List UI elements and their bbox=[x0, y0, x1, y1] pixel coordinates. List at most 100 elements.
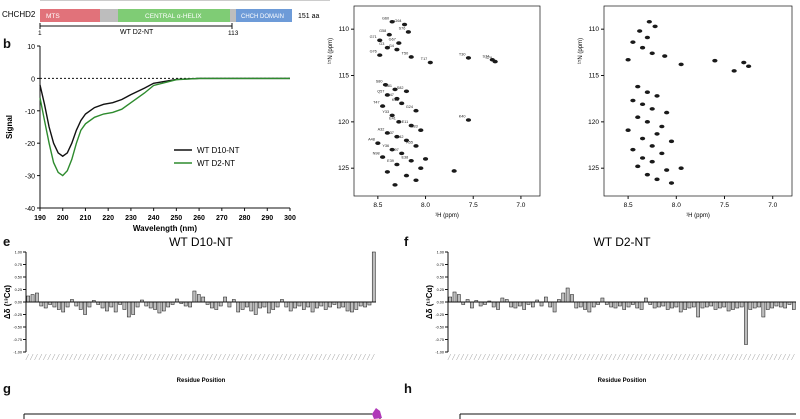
bar bbox=[591, 301, 596, 308]
bar bbox=[448, 296, 452, 303]
series-line-1 bbox=[39, 77, 290, 158]
x-tick-label: 8.5 bbox=[373, 202, 382, 209]
x-tick-mark bbox=[331, 353, 336, 361]
x-tick-mark bbox=[283, 353, 288, 361]
x-tick-mark bbox=[78, 353, 82, 361]
bar bbox=[192, 290, 197, 303]
peak bbox=[654, 94, 660, 98]
y-tick-label: 0.75 bbox=[15, 263, 22, 267]
bar bbox=[35, 292, 39, 303]
peak-label: G76 bbox=[370, 50, 377, 54]
x-axis-label: Residue Position bbox=[177, 378, 226, 384]
bar bbox=[757, 301, 761, 308]
bar bbox=[153, 301, 157, 310]
peak-label: E38 bbox=[401, 155, 408, 159]
end-label: 113 bbox=[228, 30, 239, 36]
peak-label: S74 bbox=[483, 54, 490, 58]
x-tick-mark bbox=[161, 353, 165, 361]
x-tick-mark bbox=[73, 353, 78, 361]
y-tick-label: -0.25 bbox=[435, 313, 444, 317]
y-tick-label: -40 bbox=[25, 206, 35, 213]
bar bbox=[240, 301, 245, 310]
x-tick-mark bbox=[213, 353, 218, 361]
peak bbox=[384, 45, 390, 50]
x-tick-mark bbox=[508, 353, 512, 361]
x-tick-mark bbox=[327, 353, 331, 361]
helix-domain bbox=[118, 9, 230, 22]
bar bbox=[39, 301, 44, 307]
x-tick-mark bbox=[34, 353, 38, 361]
bar bbox=[52, 301, 57, 308]
y-tick-label: 0.25 bbox=[15, 288, 22, 292]
x-tick-mark bbox=[491, 353, 495, 361]
peak bbox=[646, 19, 652, 24]
y-tick-label: -0.75 bbox=[13, 338, 22, 342]
x-tick-mark bbox=[43, 353, 47, 361]
x-tick-mark bbox=[517, 353, 521, 361]
bar bbox=[131, 301, 136, 315]
bar bbox=[678, 301, 683, 313]
peak-label: Y36 bbox=[382, 144, 389, 148]
x-tick-mark bbox=[578, 353, 582, 361]
bar bbox=[539, 301, 544, 307]
bar bbox=[500, 297, 505, 303]
bar bbox=[670, 301, 674, 309]
x-tick-label: 230 bbox=[125, 215, 137, 222]
x-tick-mark bbox=[686, 353, 691, 361]
bar bbox=[752, 301, 757, 309]
peak bbox=[652, 24, 658, 29]
y-tick-label: -10 bbox=[25, 109, 35, 116]
y-tick-label: 0.50 bbox=[437, 276, 444, 280]
x-tick-mark bbox=[148, 353, 152, 361]
peak-label: G58 bbox=[379, 29, 386, 33]
x-tick-mark bbox=[721, 353, 726, 361]
x-tick-mark bbox=[682, 353, 686, 361]
x-tick-label: 8.5 bbox=[624, 202, 633, 209]
peak bbox=[413, 108, 419, 113]
x-tick-mark bbox=[222, 353, 226, 361]
bar bbox=[109, 301, 114, 308]
bar bbox=[253, 301, 258, 315]
peak bbox=[746, 64, 752, 69]
peak bbox=[384, 170, 390, 174]
y-tick-label: 110 bbox=[589, 26, 600, 33]
bar bbox=[718, 301, 722, 309]
secondary-shift-chart-d10: WT D10-NT -1.00 -0.75 -0.50 -0.25 0.00 0.25 0.5… bbox=[3, 235, 376, 384]
x-tick-label: 300 bbox=[284, 215, 296, 222]
y-tick-label: 115 bbox=[339, 73, 350, 80]
bar bbox=[696, 301, 700, 318]
bar bbox=[144, 301, 149, 307]
x-tick-mark bbox=[786, 353, 791, 361]
panel-letter-e: e bbox=[3, 234, 11, 249]
bar bbox=[552, 301, 557, 313]
x-axis-label: ¹H (ppm) bbox=[435, 213, 459, 219]
bar bbox=[778, 301, 783, 308]
bar bbox=[570, 294, 574, 303]
x-tick-label: 7.0 bbox=[516, 202, 525, 209]
x-tick-mark bbox=[691, 353, 695, 361]
x-tick-label: 210 bbox=[80, 215, 92, 222]
y-tick-label: -0.50 bbox=[435, 326, 444, 330]
bar bbox=[683, 301, 687, 310]
peak bbox=[639, 136, 646, 141]
y-tick-label: 125 bbox=[338, 165, 349, 172]
bar bbox=[122, 301, 127, 310]
x-tick-mark bbox=[565, 353, 569, 361]
x-tick-mark bbox=[743, 353, 747, 361]
bar bbox=[363, 301, 367, 308]
bar bbox=[262, 301, 267, 308]
x-tick-mark bbox=[69, 353, 73, 361]
bar bbox=[722, 301, 727, 308]
y-axis-label: Signal bbox=[5, 115, 14, 139]
bar bbox=[371, 251, 376, 303]
peak bbox=[635, 164, 641, 169]
y-tick-label: 0.50 bbox=[15, 276, 22, 280]
x-tick-mark bbox=[730, 353, 734, 361]
x-tick-mark bbox=[29, 353, 34, 361]
bar bbox=[271, 301, 276, 310]
x-tick-mark bbox=[608, 353, 612, 361]
peak-label: G24 bbox=[406, 105, 413, 109]
bar bbox=[583, 301, 587, 310]
x-tick-mark bbox=[525, 353, 530, 361]
peak-label: G60 bbox=[382, 16, 389, 20]
